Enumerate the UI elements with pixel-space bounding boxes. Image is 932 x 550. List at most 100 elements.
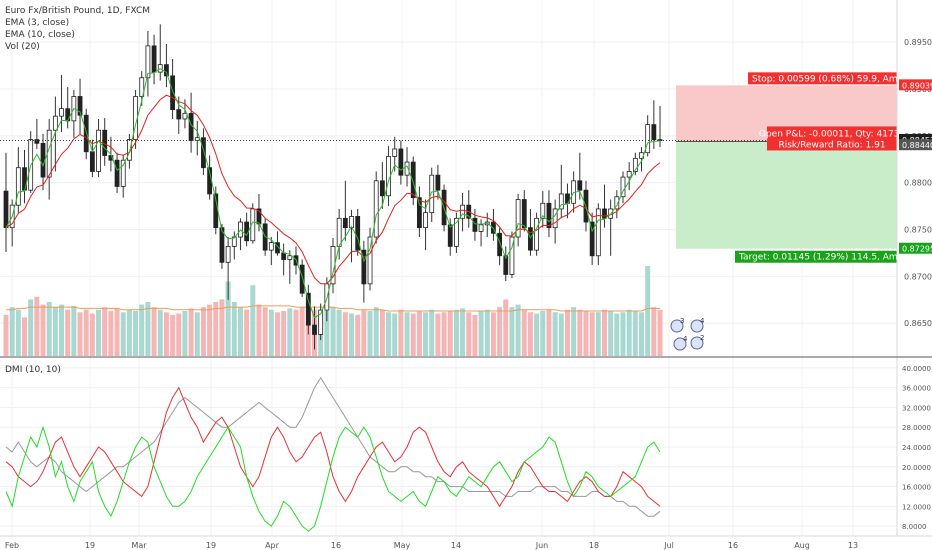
volume-bar <box>398 309 404 356</box>
volume-bars <box>3 266 663 356</box>
candle-body <box>589 221 595 257</box>
dmi-tick-label: 20.0000 <box>902 464 931 472</box>
earnings-markers[interactable]: 3 4 4 2 <box>670 317 705 351</box>
candle-body <box>577 180 583 191</box>
candle-body <box>52 115 58 131</box>
volume-bar <box>126 309 132 356</box>
volume-bar <box>120 312 126 356</box>
candle-body <box>225 245 231 263</box>
target-label[interactable]: Target: 0.01145 (1.29%) 114.5, Amount: 1… <box>735 250 932 263</box>
volume-bar <box>71 305 77 356</box>
volume-bar <box>620 312 626 356</box>
candle-body <box>151 45 157 73</box>
volume-bar <box>15 309 21 356</box>
volume-bar <box>102 307 108 356</box>
volume-bar <box>379 309 385 356</box>
volume-bar <box>28 299 34 356</box>
candlesticks <box>3 24 663 350</box>
volume-bar <box>336 309 342 356</box>
volume-bar <box>256 304 262 356</box>
volume-bar <box>342 312 348 356</box>
volume-bar <box>40 304 46 356</box>
earnings-marker-label: 4 <box>700 317 705 325</box>
candle-body <box>392 148 398 157</box>
earnings-marker <box>673 337 687 351</box>
volume-bar <box>552 312 558 356</box>
volume-bar <box>182 311 188 356</box>
candle-body <box>268 242 274 251</box>
volume-bar <box>213 302 219 356</box>
volume-bar <box>423 312 429 356</box>
candle-body <box>65 108 71 122</box>
candle-body <box>503 255 509 275</box>
price-axis-bg <box>897 0 932 550</box>
volume-bar <box>645 266 651 356</box>
volume-bar <box>515 304 521 356</box>
candle-body <box>145 45 151 79</box>
volume-bar <box>299 307 305 356</box>
candle-body <box>497 232 503 257</box>
volume-bar <box>453 309 459 356</box>
candle-body <box>620 176 626 198</box>
candle-body <box>46 129 52 178</box>
volume-bar <box>466 312 472 356</box>
time-axis-ticks[interactable]: Feb 19 Mar 19 Apr 16 May 14 Jun 18 Jul 16 Aug 13 <box>5 541 858 550</box>
volume-bar <box>435 313 441 356</box>
candle-body <box>3 190 9 229</box>
stop-price-tag-text: 0.89039 <box>902 81 932 90</box>
volume-bar <box>34 296 40 356</box>
volume-bar <box>632 311 638 356</box>
volume-bar <box>534 313 540 356</box>
candle-body <box>34 139 40 144</box>
earnings-marker <box>690 336 704 350</box>
candle-body <box>454 217 459 247</box>
legend-vol[interactable]: Vol (20) <box>5 42 40 52</box>
pnl-label-bg <box>767 126 897 151</box>
candle-body <box>96 129 101 172</box>
volume-bar <box>521 309 527 356</box>
volume-bar <box>89 313 95 356</box>
volume-bar <box>219 299 225 356</box>
volume-bar <box>651 307 657 356</box>
volume-bar <box>589 312 595 356</box>
stop-label-bg <box>748 72 897 85</box>
candle-body <box>182 112 188 120</box>
pnl-line2: Risk/Reward Ratio: 1.91 <box>778 140 885 150</box>
stop-label[interactable]: Stop: 0.00599 (0.68%) 59.9, Amount: 75 <box>748 72 932 85</box>
legend-ema10[interactable]: EMA (10, close) <box>5 30 75 40</box>
dmi-axis-ticks[interactable]: 40.0000 36.0000 32.0000 28.0000 24.0000 20.00… <box>902 365 931 531</box>
volume-bar <box>157 309 163 356</box>
dmi-tick-label: 16.0000 <box>902 484 931 492</box>
target-label-bg <box>735 250 897 263</box>
target-zone[interactable] <box>676 141 897 249</box>
candle-body <box>355 216 361 251</box>
stop-label-text: Stop: 0.00599 (0.68%) 59.9, Amount: 75 <box>752 74 932 84</box>
volume-bar <box>577 309 583 356</box>
candle-body <box>361 249 367 285</box>
volume-bar <box>145 302 151 356</box>
candle-body <box>379 180 385 197</box>
candle-body <box>114 159 120 187</box>
volume-bar <box>608 311 614 356</box>
candle-body <box>558 193 564 210</box>
symbol-title[interactable]: Euro Fx/British Pound, 1D, FXCM <box>5 6 150 16</box>
volume-bar <box>170 314 176 356</box>
time-tick-label: Apr <box>265 541 280 550</box>
pnl-label[interactable]: Open P&L: -0.00011, Qty: 41736 Risk/Rewa… <box>759 126 906 151</box>
candle-body <box>318 309 324 335</box>
volume-bar <box>46 302 52 356</box>
price-tick-label: 0.86500 <box>904 319 932 328</box>
candle-body <box>194 137 200 141</box>
dmi-legend[interactable]: DMI (10, 10) <box>5 365 61 375</box>
volume-bar <box>447 311 453 356</box>
volume-bar <box>207 304 213 356</box>
volume-bar <box>392 313 398 356</box>
candle-body <box>645 124 651 154</box>
candle-body <box>404 161 410 176</box>
candle-body <box>59 108 64 117</box>
volume-bar <box>564 309 570 356</box>
legend-ema3[interactable]: EMA (3, close) <box>5 18 69 28</box>
volume-bar <box>281 311 287 356</box>
candle-body <box>651 124 657 140</box>
